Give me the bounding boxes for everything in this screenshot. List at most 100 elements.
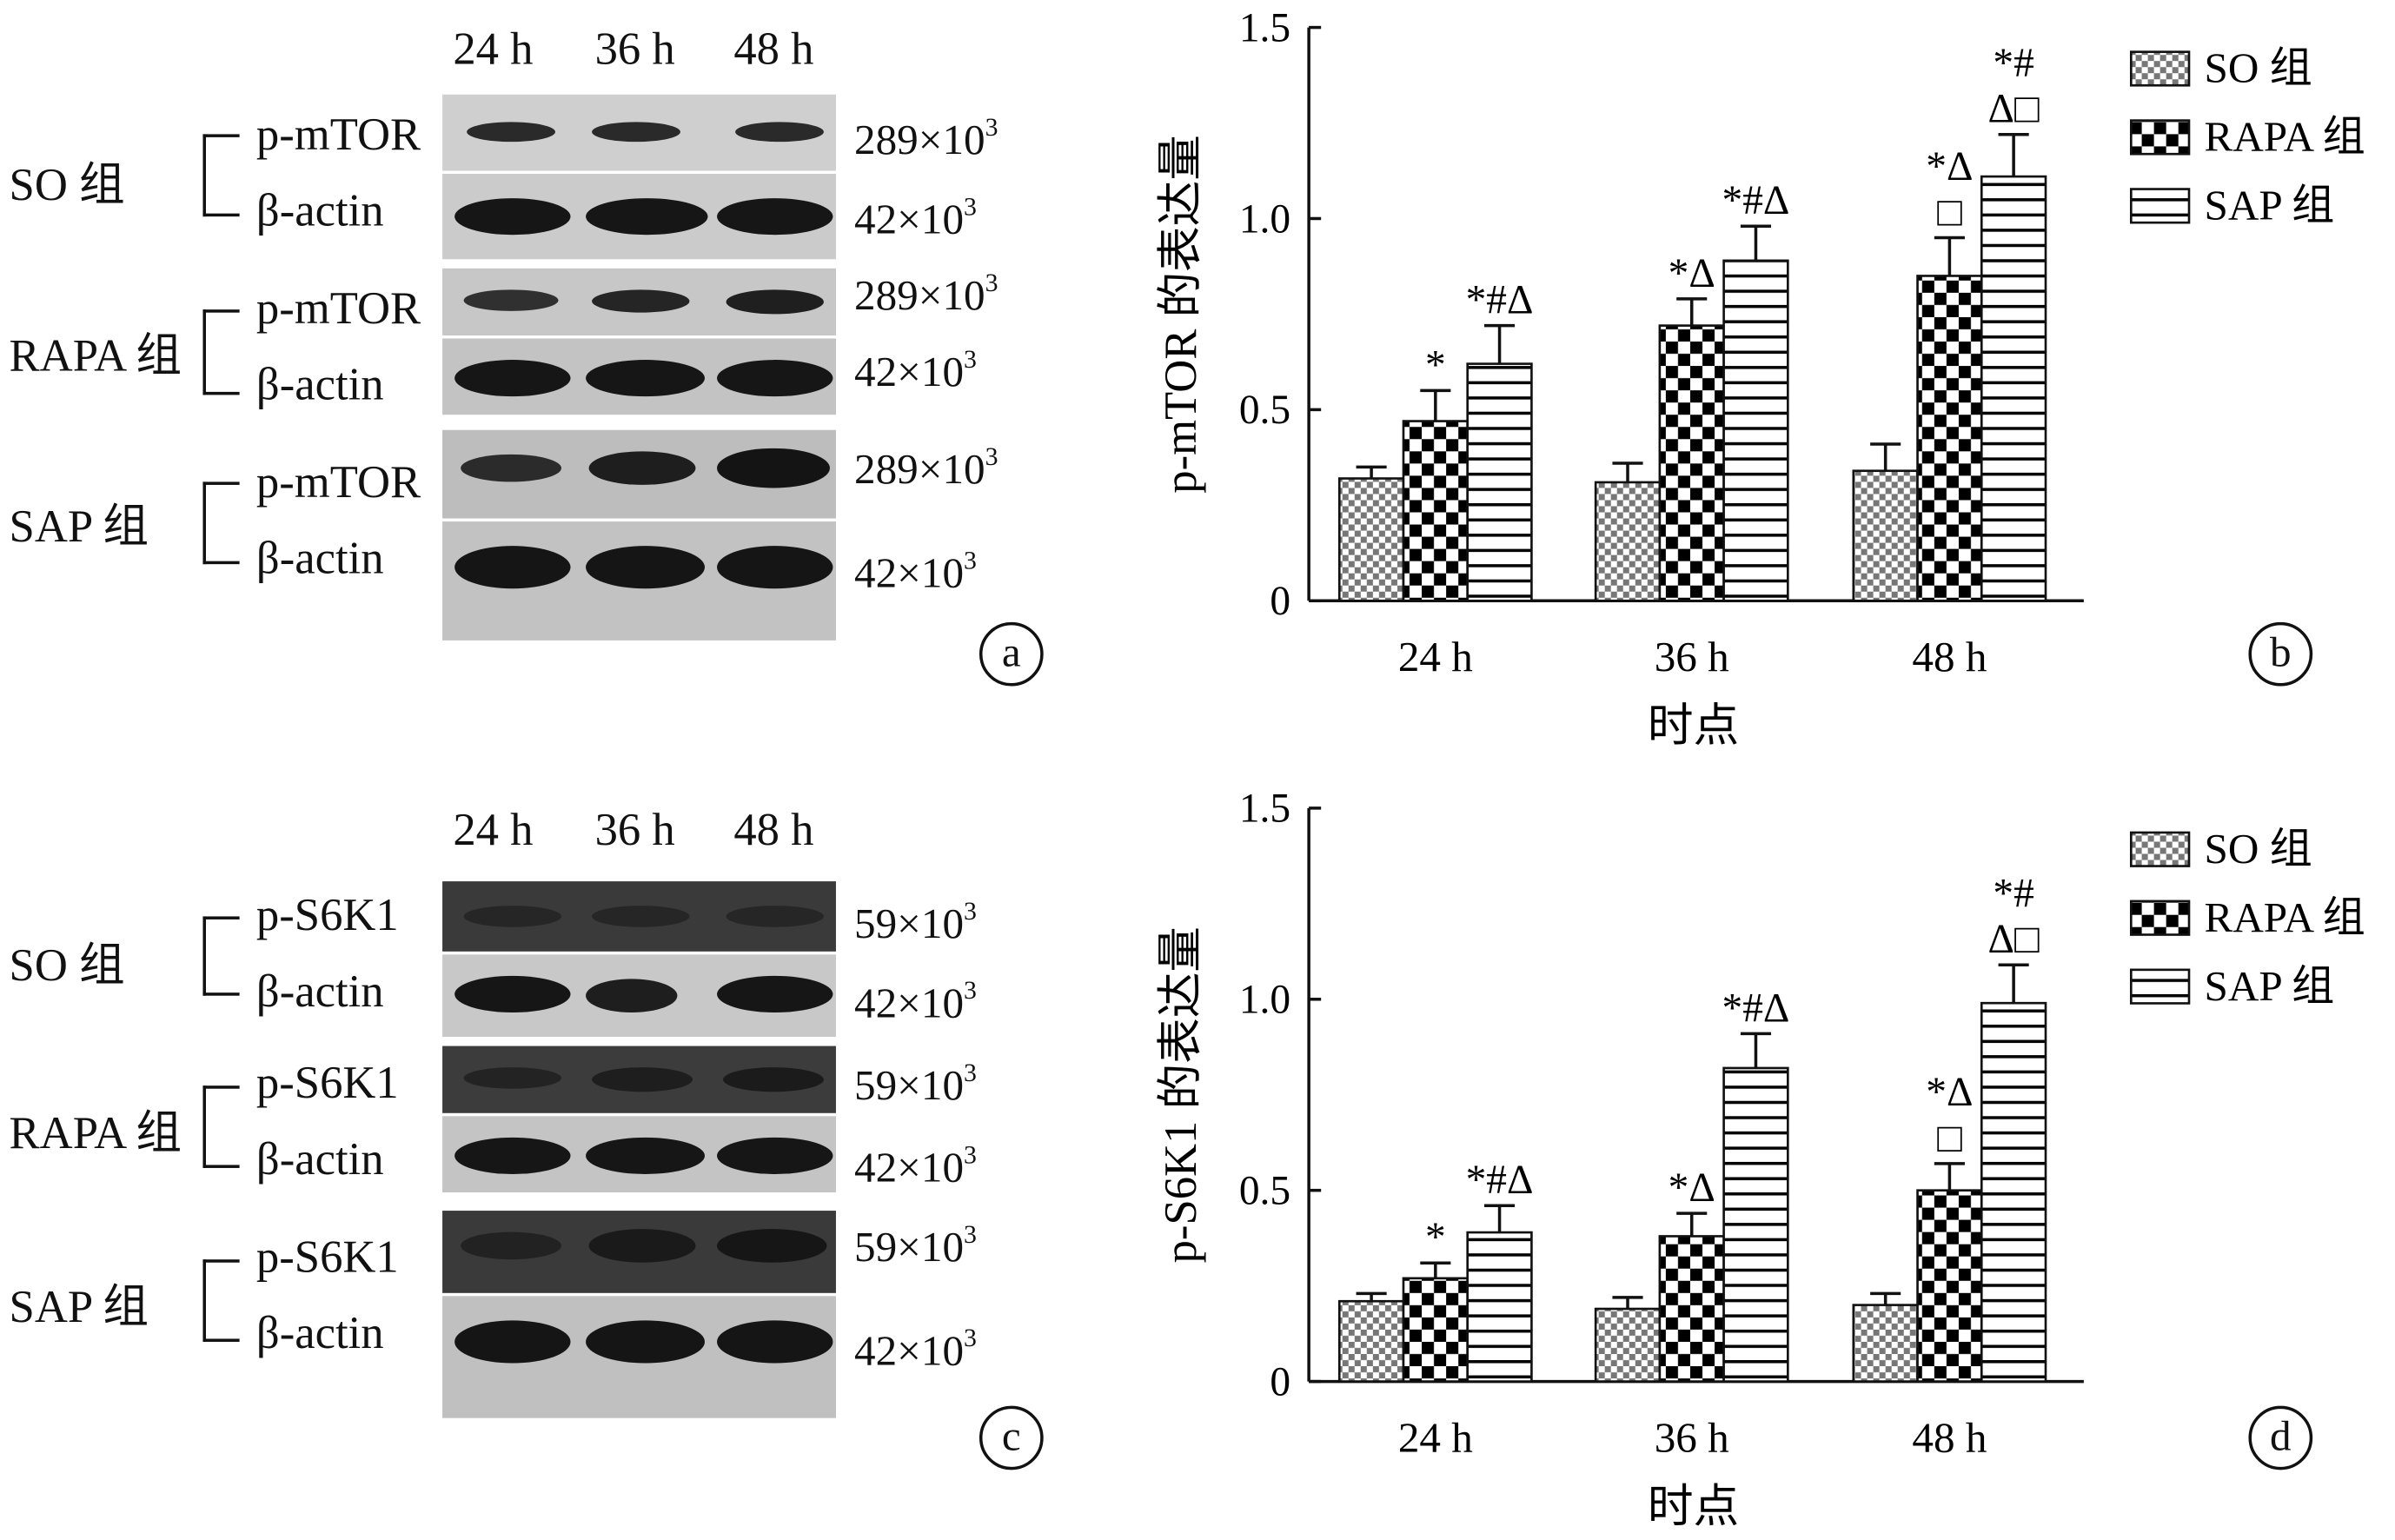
blot-strip xyxy=(442,1116,836,1193)
group-bracket xyxy=(202,134,240,217)
bar xyxy=(1980,1001,2047,1383)
x-axis-title: 时点 xyxy=(1648,701,1739,752)
bar xyxy=(1658,1235,1725,1383)
panel-label-b: b xyxy=(2248,621,2313,687)
mw-label: 289×103 xyxy=(854,268,998,321)
x-tick-label: 36 h xyxy=(1655,633,1729,680)
bar xyxy=(1466,362,1533,602)
bar xyxy=(1658,324,1725,602)
bar xyxy=(1402,1277,1470,1383)
panel-label-a: a xyxy=(979,621,1044,687)
bar xyxy=(1722,1066,1789,1383)
lane-label: 36 h xyxy=(594,24,675,75)
blot-actin-label: β-actin xyxy=(255,966,384,1018)
blot-actin-label: β-actin xyxy=(255,360,384,410)
bar xyxy=(1466,1231,1533,1383)
x-tick-label: 24 h xyxy=(1398,1413,1473,1461)
y-tick-label: 1.0 xyxy=(1239,196,1290,242)
mw-label: 289×103 xyxy=(854,112,998,165)
blot-target-label: p-mTOR xyxy=(255,457,421,508)
significance-label: *# xyxy=(1993,872,2033,917)
blot-strip xyxy=(442,94,836,171)
significance-label: Δ□ xyxy=(1988,917,2040,962)
blot-target-label: p-S6K1 xyxy=(255,1058,399,1109)
blot-strip xyxy=(442,174,836,260)
significance-label: □ xyxy=(1937,1116,1962,1161)
bar xyxy=(1852,1304,1919,1383)
significance-label: *#Δ xyxy=(1722,986,1790,1031)
blot-group-label: RAPA 组 xyxy=(9,1108,182,1159)
mw-label: 42×103 xyxy=(854,192,977,244)
significance-label: *Δ xyxy=(1669,251,1715,296)
significance-label: *Δ xyxy=(1926,1070,1973,1115)
panel-label-c: c xyxy=(979,1405,1044,1470)
bar xyxy=(1722,259,1789,602)
mw-label: 42×103 xyxy=(854,975,977,1028)
blot-group-label: SAP 组 xyxy=(9,1282,149,1333)
y-axis-title: p-mTOR 的表达量 xyxy=(1156,135,1206,494)
bar xyxy=(1594,481,1662,602)
legend-label: SO 组 xyxy=(2205,825,2312,873)
blot-target-label: p-S6K1 xyxy=(255,1231,399,1283)
y-tick-label: 0.5 xyxy=(1239,388,1290,433)
bar xyxy=(1980,175,2047,602)
x-tick-label: 24 h xyxy=(1398,633,1473,680)
y-tick-label: 1.5 xyxy=(1239,787,1290,832)
mw-label: 59×103 xyxy=(854,896,977,949)
lane-label: 24 h xyxy=(453,805,534,856)
bar xyxy=(1916,275,1983,602)
group-bracket xyxy=(202,309,240,395)
significance-label: Δ□ xyxy=(1988,87,2040,132)
y-tick-label: 0 xyxy=(1270,1359,1290,1404)
x-axis-title: 时点 xyxy=(1648,1482,1739,1532)
significance-label: *#Δ xyxy=(1466,278,1534,323)
blot-actin-label: β-actin xyxy=(255,1308,384,1359)
y-axis-title: p-S6K1 的表达量 xyxy=(1156,926,1206,1263)
y-tick-label: 0.5 xyxy=(1239,1168,1290,1213)
x-tick-label: 48 h xyxy=(1912,1413,1987,1461)
legend-label: RAPA 组 xyxy=(2205,893,2365,941)
blot-target-label: p-mTOR xyxy=(255,110,421,161)
y-tick-label: 0 xyxy=(1270,579,1290,624)
significance-label: * xyxy=(1425,1215,1446,1260)
bar xyxy=(1337,477,1405,602)
group-bracket xyxy=(202,481,240,565)
blot-group-label: SO 组 xyxy=(9,160,125,211)
significance-label: □ xyxy=(1937,189,1962,235)
blot-group-label: RAPA 组 xyxy=(9,330,182,382)
x-tick-label: 36 h xyxy=(1655,1413,1729,1461)
significance-label: * xyxy=(1425,342,1446,388)
legend-swatch xyxy=(2129,899,2191,936)
blot-strip xyxy=(442,1296,836,1418)
legend-label: RAPA 组 xyxy=(2205,113,2365,161)
bar xyxy=(1337,1299,1405,1383)
mw-label: 59×103 xyxy=(854,1058,977,1111)
significance-label: *# xyxy=(1993,41,2033,86)
group-bracket xyxy=(202,1085,240,1168)
blot-target-label: p-S6K1 xyxy=(255,890,399,941)
blot-strip xyxy=(442,1045,836,1113)
significance-label: *Δ xyxy=(1669,1165,1715,1211)
blot-actin-label: β-actin xyxy=(255,534,384,584)
lane-label: 48 h xyxy=(733,805,814,856)
blot-group-label: SAP 组 xyxy=(9,501,149,553)
lane-label: 36 h xyxy=(594,805,675,856)
bar xyxy=(1916,1189,1983,1383)
bar xyxy=(1852,469,1919,602)
lane-label: 24 h xyxy=(453,24,534,75)
blot-actin-label: β-actin xyxy=(255,186,384,236)
legend-label: SAP 组 xyxy=(2205,182,2335,229)
mw-label: 42×103 xyxy=(854,546,977,598)
legend-swatch xyxy=(2129,831,2191,867)
blot-target-label: p-mTOR xyxy=(255,283,421,335)
legend-label: SAP 组 xyxy=(2205,962,2335,1010)
y-tick-label: 1.0 xyxy=(1239,978,1290,1023)
mw-label: 42×103 xyxy=(854,1140,977,1193)
mw-label: 42×103 xyxy=(854,1323,977,1376)
blot-strip xyxy=(442,338,836,415)
legend-swatch xyxy=(2129,968,2191,1005)
lane-label: 48 h xyxy=(733,24,814,75)
bar xyxy=(1402,420,1470,602)
